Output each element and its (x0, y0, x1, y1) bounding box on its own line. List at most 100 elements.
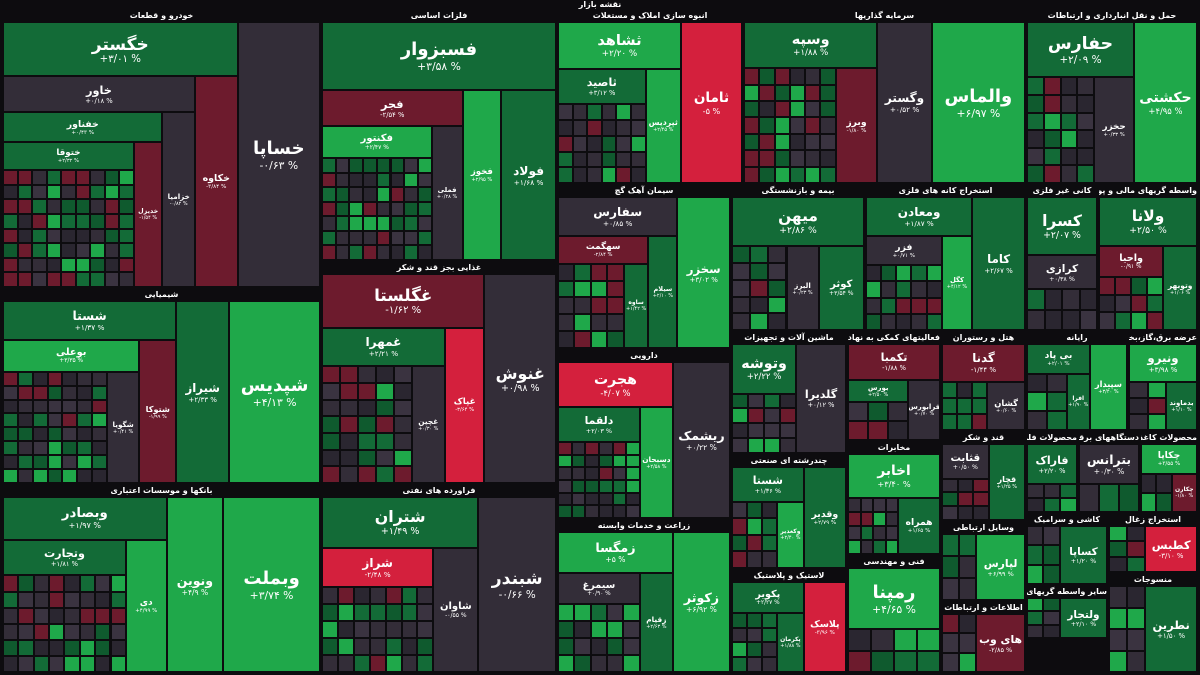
minor-tile (46, 199, 62, 215)
minor-tile (868, 420, 889, 440)
stock-change: +۰/۲۸ % (436, 194, 458, 201)
stock-symbol: شتران (374, 507, 426, 527)
stock-change: +۵ % (605, 555, 626, 565)
stock-change: -۴/۰۷ % (600, 387, 631, 398)
minor-tile (732, 657, 748, 672)
stock-change: -۰/۵۵ % (445, 611, 467, 619)
stock-symbol: فرابورس (908, 402, 940, 412)
minor-tile (942, 478, 958, 493)
minor-tile (363, 172, 377, 188)
stock-tile: کطبس -۳/۱۰ % (1145, 526, 1197, 572)
stock-symbol: بورس (867, 383, 889, 392)
minor-tile (748, 393, 765, 409)
stock-change: +۰/۳۰ % (418, 426, 439, 433)
minor-tile (61, 214, 76, 229)
stock-symbol: کساپا (1069, 545, 1098, 558)
minor-tile (959, 614, 977, 634)
minor-tile (390, 158, 405, 173)
stock-change: +۰/۵۰ % (952, 463, 978, 471)
stock-symbol: قثابت (950, 451, 981, 464)
stock-symbol: لپارس (983, 556, 1018, 570)
minor-tile (17, 184, 33, 200)
minor-tile (32, 371, 48, 386)
minor-tile (1027, 611, 1044, 625)
minor-tile (375, 416, 394, 433)
minor-tile (369, 637, 386, 655)
stock-change: +۰/۹۰ % (587, 590, 611, 597)
minor-tile (417, 637, 434, 655)
stock-tile: زمگسا +۵ % (558, 532, 673, 573)
minor-tile (1141, 492, 1157, 512)
minor-tile (942, 578, 960, 600)
minor-tile (337, 620, 354, 638)
stock-change: -۱/۵۴ % (139, 215, 158, 222)
minor-tile (744, 101, 760, 118)
minor-tile (64, 639, 80, 656)
minor-tile (732, 279, 751, 297)
minor-tile (959, 534, 977, 556)
stock-tile: سیمرغ +۰/۹۰ % (558, 572, 640, 604)
minor-tile (942, 534, 960, 556)
minor-tile (375, 383, 394, 400)
sector: سیمان آهک گچ سخزر +۳/۰۲ % سفارس +۰/۸۵ % سیلام… (558, 185, 730, 348)
stock-change: +۲/۳۲ % (57, 158, 80, 165)
minor-tile (558, 280, 575, 298)
minor-tile (558, 441, 572, 455)
minor-tile (571, 492, 586, 506)
stock-tile: حخزر +۰/۳۳ % (1094, 77, 1134, 183)
minor-tile (3, 455, 18, 470)
minor-tile (322, 230, 336, 246)
minor-tile (860, 497, 874, 512)
stock-change: +۲/۲۰ % (1038, 466, 1066, 475)
minor-tile (866, 297, 882, 314)
minor-tile (885, 525, 899, 540)
minor-tile (774, 84, 790, 102)
minor-tile (337, 654, 354, 672)
minor-tile (750, 246, 769, 264)
minor-tile (959, 652, 977, 672)
minor-tile (90, 272, 105, 287)
minor-tile (3, 199, 18, 215)
minor-tile (3, 170, 18, 185)
minor-tile (942, 492, 958, 507)
minor-tile (339, 433, 358, 450)
minor-tile (417, 158, 432, 173)
minor-tile (95, 655, 111, 672)
stock-symbol: ونیرو (1147, 351, 1179, 366)
minor-tile (1027, 95, 1044, 113)
minor-tile (1127, 586, 1146, 608)
stock-change: +۳/۴۰ % (877, 478, 911, 489)
stock-symbol: بترانس (1086, 452, 1132, 467)
minor-tile (873, 525, 886, 540)
minor-tile (46, 170, 62, 185)
minor-tile (866, 313, 882, 330)
minor-tile (894, 650, 917, 672)
minor-tile (79, 607, 96, 624)
stock-change: +۱/۰۶ % (1169, 289, 1191, 296)
minor-tile (322, 654, 338, 672)
sector-title: دستگاههای برقی (1079, 433, 1139, 442)
minor-tile (1156, 492, 1172, 512)
minor-tile (404, 216, 418, 231)
stock-symbol: کسرا (1042, 211, 1082, 230)
minor-tile (759, 133, 775, 151)
minor-tile (587, 120, 602, 136)
minor-tile (335, 158, 350, 173)
minor-tile (896, 265, 912, 282)
minor-tile (393, 366, 412, 383)
minor-tile (401, 620, 418, 638)
stock-change: +۲/۴۵ % (653, 127, 674, 134)
minor-tile (558, 331, 575, 348)
stock-symbol: خدیزل (138, 208, 159, 216)
stock-tile: زکوثر +۶/۹۲ % (672, 532, 730, 672)
stock-tile: سیلام +۲/۱۰ % (648, 235, 678, 348)
stock-change: -۱/۴۴ % (970, 365, 997, 375)
sector-title: شیمیایی (144, 290, 179, 299)
stock-change: -۱/۶۲ % (385, 305, 422, 317)
stock-change: +۱/۹۰ % (1068, 402, 1089, 409)
minor-tile (590, 297, 608, 315)
minor-tile (873, 511, 886, 526)
minor-tile (3, 655, 19, 672)
minor-tile (61, 170, 76, 185)
